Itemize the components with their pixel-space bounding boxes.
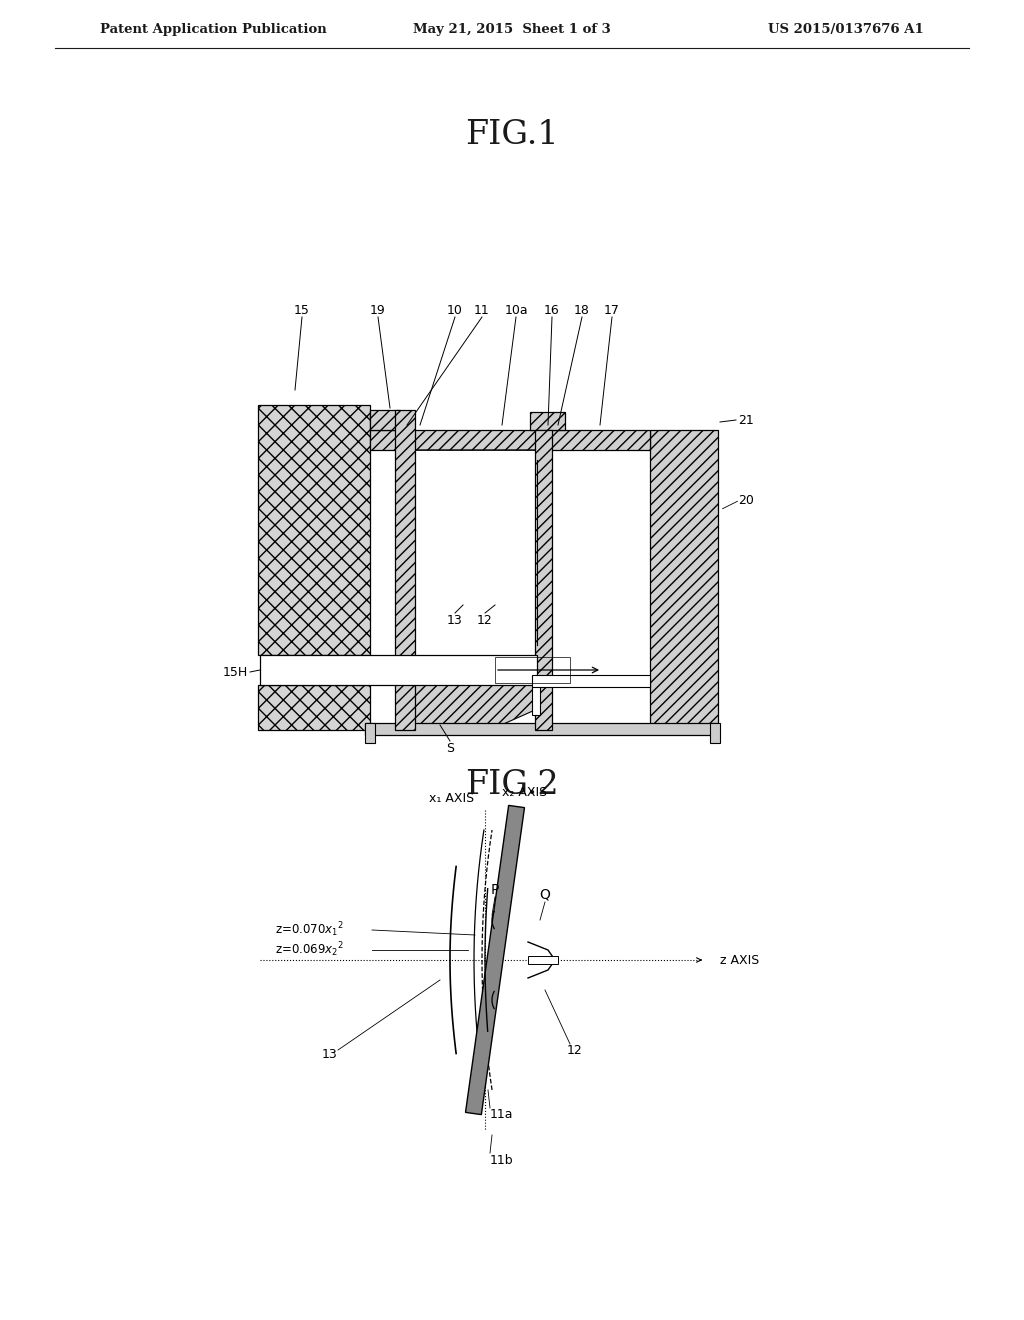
Text: 10: 10 [447,304,463,317]
Text: 17: 17 [604,304,620,317]
Text: 18: 18 [574,304,590,317]
Bar [495,657,570,682]
Text: z=0.069$x_2$$^2$: z=0.069$x_2$$^2$ [275,941,344,960]
Text: 21: 21 [738,413,754,426]
Polygon shape [415,685,535,730]
Text: 10a: 10a [504,304,527,317]
Polygon shape [415,450,535,655]
Text: z AXIS: z AXIS [720,953,759,966]
Text: P: P [490,883,499,898]
Bar [528,956,558,964]
Text: 12: 12 [477,614,493,627]
Text: 15H: 15H [223,665,248,678]
Text: 15: 15 [294,304,310,317]
Bar [415,685,535,730]
Text: 13: 13 [447,614,463,627]
Bar [260,655,537,685]
Text: 16: 16 [544,304,560,317]
Text: S: S [446,742,454,755]
Text: 13: 13 [323,1048,338,1061]
Text: FIG.2: FIG.2 [465,770,559,801]
Text: Patent Application Publication: Patent Application Publication [100,24,327,37]
Bar [365,723,718,735]
Bar [395,411,415,730]
Text: May 21, 2015  Sheet 1 of 3: May 21, 2015 Sheet 1 of 3 [413,24,611,37]
Text: x₂ AXIS: x₂ AXIS [503,785,548,799]
Bar [532,685,540,715]
Bar [532,675,650,686]
Bar [415,450,535,655]
Polygon shape [466,805,524,1114]
Bar [365,723,375,743]
Text: 20: 20 [738,494,754,507]
Bar [370,430,650,450]
Text: 19: 19 [370,304,386,317]
Text: 11a: 11a [490,1109,513,1122]
Text: 11: 11 [474,304,489,317]
Text: 11b: 11b [490,1154,514,1167]
Text: Q: Q [540,888,551,902]
Text: x₁ AXIS: x₁ AXIS [429,792,474,804]
Bar [650,430,718,730]
Bar [710,723,720,743]
Text: 12: 12 [567,1044,583,1056]
Bar [535,430,552,730]
Bar [258,685,370,730]
Text: FIG.1: FIG.1 [465,119,559,150]
Text: US 2015/0137676 A1: US 2015/0137676 A1 [768,24,924,37]
Bar [530,412,565,430]
Bar [370,411,400,430]
Text: z=0.070$x_1$$^2$: z=0.070$x_1$$^2$ [275,920,344,940]
Bar [258,405,370,655]
